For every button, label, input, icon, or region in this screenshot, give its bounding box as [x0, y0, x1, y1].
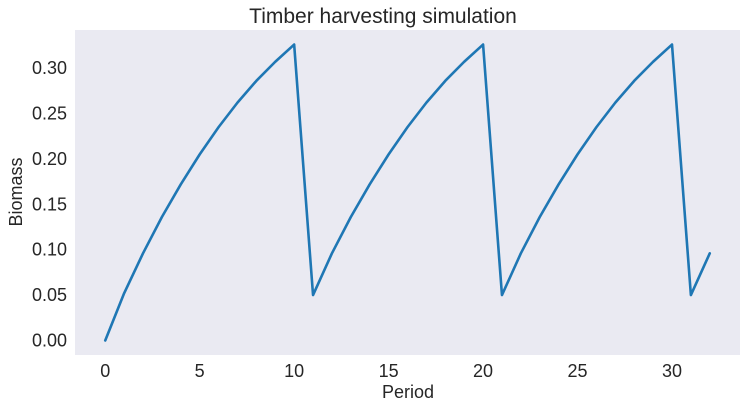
- series-line: [103, 43, 712, 342]
- chart-title: Timber harvesting simulation: [249, 5, 517, 28]
- y-tick-label: 0.25: [32, 104, 67, 124]
- y-tick-label: 0.00: [32, 330, 67, 350]
- x-tick-label: 25: [568, 361, 588, 381]
- x-tick-label: 5: [195, 361, 205, 381]
- y-axis-label: Biomass: [6, 157, 26, 226]
- x-axis-label: Period: [382, 382, 434, 402]
- x-tick-label: 15: [379, 361, 399, 381]
- y-tick-label: 0.05: [32, 285, 67, 305]
- y-tick-label: 0.10: [32, 240, 67, 260]
- x-tick-label: 10: [284, 361, 304, 381]
- x-axis: 0 5 10 15 20 25 30: [100, 361, 682, 381]
- y-axis: 0.00 0.05 0.10 0.15 0.20 0.25 0.30: [32, 58, 67, 350]
- x-tick-label: 30: [662, 361, 682, 381]
- y-tick-label: 0.30: [32, 58, 67, 78]
- x-tick-label: 0: [100, 361, 110, 381]
- series-layer: [103, 43, 712, 342]
- plot-area: [75, 30, 740, 355]
- y-tick-label: 0.15: [32, 194, 67, 214]
- y-tick-label: 0.20: [32, 149, 67, 169]
- x-tick-label: 20: [473, 361, 493, 381]
